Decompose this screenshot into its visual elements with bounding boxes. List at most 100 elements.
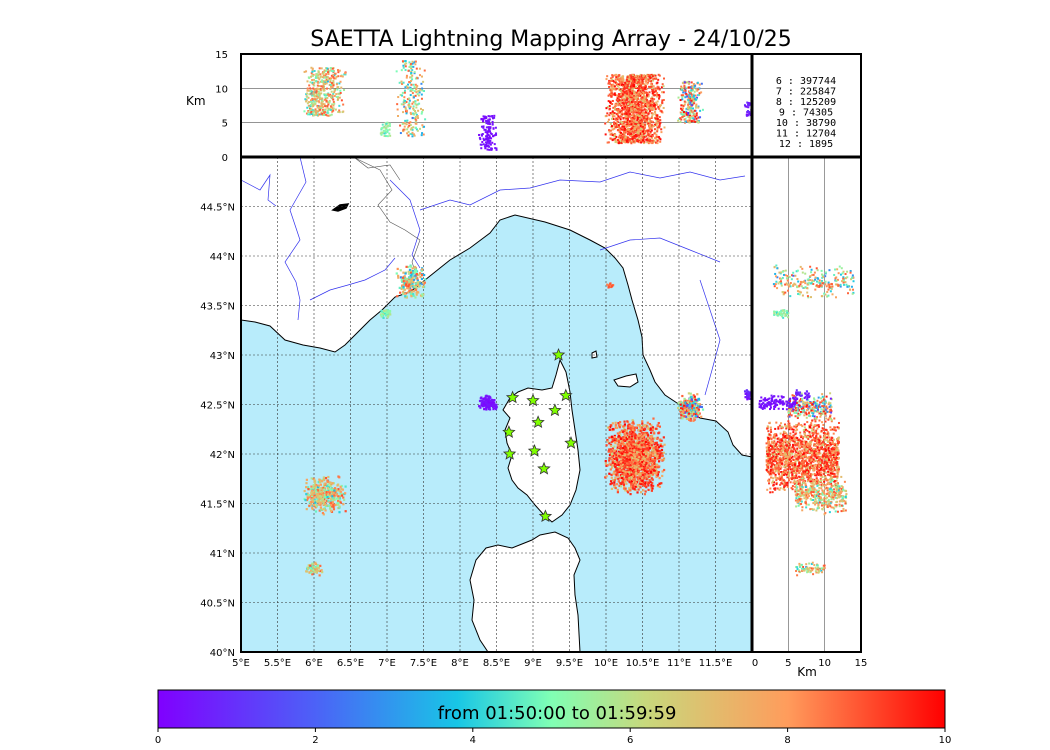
source-point-top (306, 95, 309, 98)
source-point (692, 419, 695, 422)
source-point-top (411, 78, 414, 81)
source-point (332, 488, 335, 491)
source-point-top (635, 125, 638, 128)
source-point-top (383, 129, 386, 132)
source-point-top (414, 63, 417, 66)
source-point-top (658, 74, 661, 77)
source-point (641, 479, 644, 483)
source-point (627, 446, 630, 449)
source-point-top (689, 112, 692, 115)
source-point-top (331, 110, 334, 113)
source-point (414, 268, 418, 271)
source-point-top (625, 138, 628, 141)
source-point-top (693, 113, 696, 116)
source-point-top (628, 107, 631, 110)
source-point-top (647, 137, 650, 140)
source-point (625, 446, 628, 449)
source-point-top (640, 107, 643, 110)
source-point-top (635, 135, 638, 138)
source-point-top (321, 112, 324, 115)
source-point-top (322, 83, 325, 86)
source-point (608, 462, 611, 465)
source-point-top (327, 103, 330, 106)
source-point-top (639, 90, 642, 93)
source-point-top (687, 82, 690, 85)
source-point (623, 468, 626, 471)
source-point (689, 414, 692, 417)
source-point-top (656, 142, 659, 145)
source-point (681, 407, 684, 410)
source-point-top (308, 113, 311, 116)
source-point-top (634, 109, 637, 112)
source-point-top (609, 89, 612, 92)
source-point-top (482, 115, 485, 118)
river-durance (309, 257, 396, 301)
source-point (609, 448, 612, 451)
source-point (629, 464, 632, 467)
source-point-top (628, 122, 631, 125)
source-point-top (313, 69, 316, 72)
source-point-top (411, 60, 414, 63)
source-point (636, 485, 639, 488)
source-point (645, 463, 648, 467)
source-point-top (628, 88, 631, 91)
source-point (617, 474, 620, 477)
source-point (412, 290, 415, 293)
source-point-top (639, 88, 642, 91)
source-point (631, 465, 635, 468)
source-point-top (330, 85, 333, 88)
source-point (631, 462, 634, 466)
source-point (615, 473, 618, 476)
source-point-top (643, 131, 646, 134)
source-point-top (610, 113, 613, 116)
source-point (407, 285, 410, 288)
source-point-top (403, 128, 406, 131)
source-point-top (689, 90, 692, 93)
source-point (618, 454, 621, 458)
source-point-top (409, 105, 412, 108)
source-point-top (310, 90, 313, 93)
source-point-top (649, 86, 652, 89)
source-point-top (692, 97, 695, 100)
source-point-top (607, 94, 610, 97)
source-point-top (637, 83, 640, 86)
source-point-top (333, 88, 336, 91)
source-point-top (310, 66, 313, 69)
source-point (630, 449, 633, 452)
source-point-top (320, 67, 323, 70)
source-point-top (693, 99, 696, 102)
source-point-top (317, 71, 320, 74)
source-point (629, 461, 632, 464)
source-point-top (616, 138, 619, 141)
source-point (639, 464, 642, 468)
source-point (385, 309, 388, 312)
source-point (662, 451, 665, 454)
source-point-top (689, 92, 692, 95)
source-point (610, 440, 613, 444)
source-point-top (641, 127, 644, 130)
source-point-top (329, 105, 332, 108)
source-point-top (619, 132, 622, 135)
source-point (608, 459, 611, 462)
source-point (408, 283, 411, 286)
source-point-top (645, 138, 648, 141)
source-point (629, 489, 632, 492)
source-point-top (332, 104, 335, 107)
source-point-top (631, 113, 634, 116)
source-point (424, 278, 427, 281)
source-point-top (647, 105, 650, 108)
source-point-top (604, 122, 607, 125)
source-point (634, 433, 637, 436)
source-point (319, 506, 322, 509)
source-point (624, 489, 627, 492)
source-point-top (413, 134, 416, 137)
source-point (624, 487, 627, 490)
source-point-top (619, 131, 622, 134)
source-point-top (421, 110, 424, 113)
station-count-entry: 12 : 1895 (779, 139, 833, 150)
source-point (631, 431, 634, 434)
source-point (633, 449, 636, 453)
source-point-top (337, 71, 340, 74)
source-point (627, 453, 630, 456)
source-point-top (680, 113, 683, 116)
